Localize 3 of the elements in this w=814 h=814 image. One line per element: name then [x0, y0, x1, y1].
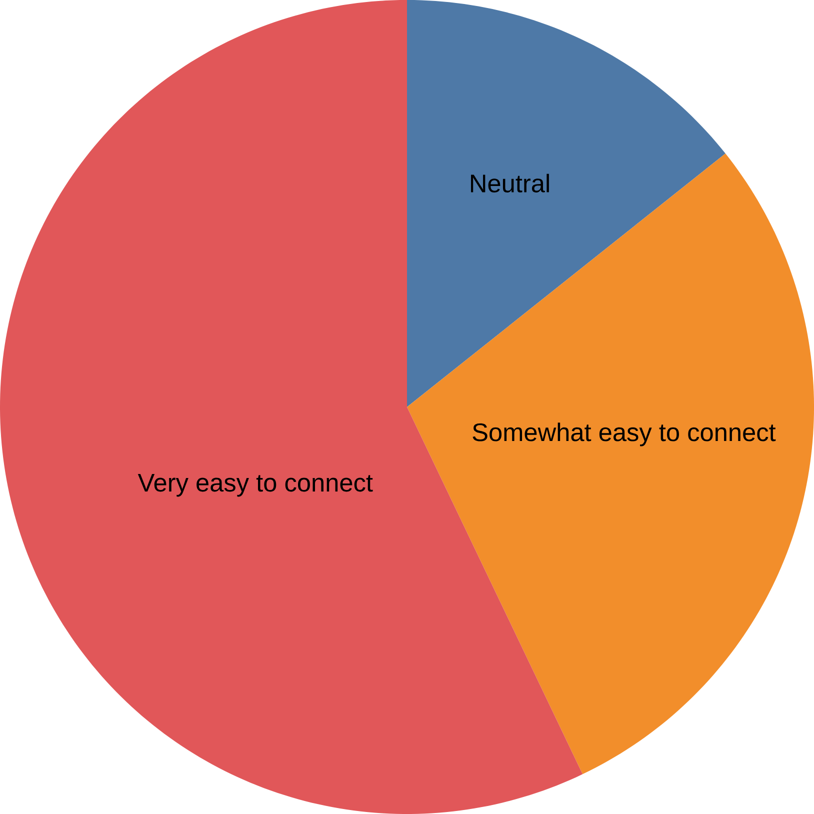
slice-label: Very easy to connect	[138, 474, 373, 497]
slice-label: Neutral	[471, 174, 549, 192]
slice-label: Somewhat easy to connect	[472, 422, 776, 446]
